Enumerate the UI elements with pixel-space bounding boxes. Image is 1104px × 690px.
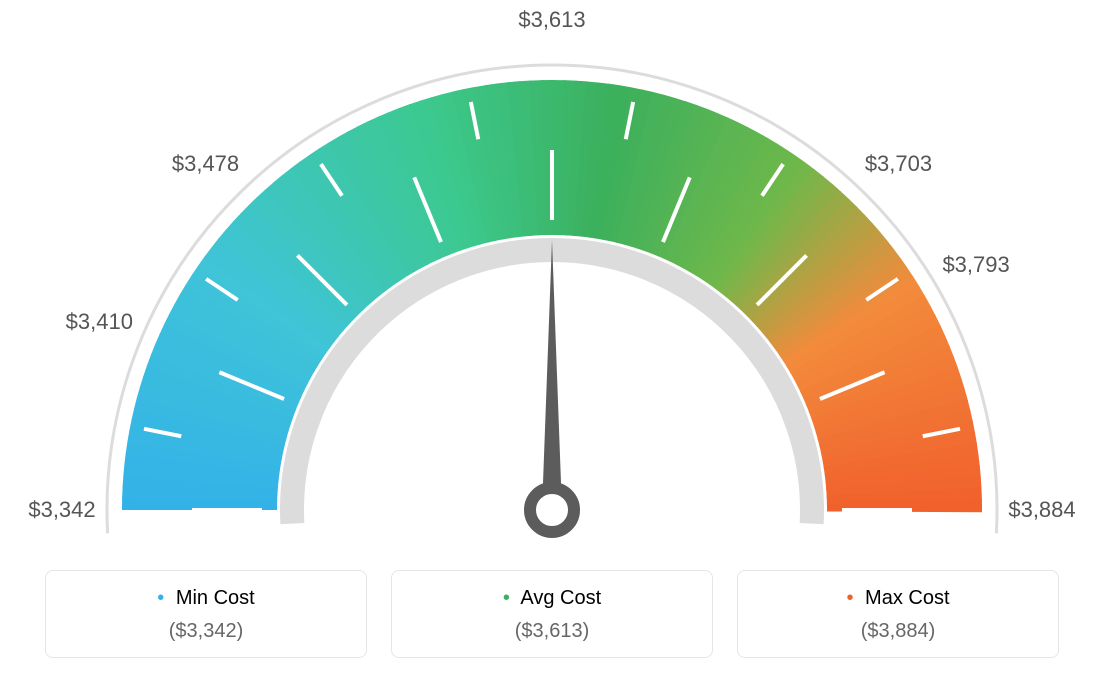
legend-title-avg: • Avg Cost	[392, 587, 712, 610]
gauge-svg	[0, 0, 1104, 560]
legend-label-min: Min Cost	[176, 587, 255, 609]
legend-card-max: • Max Cost ($3,884)	[737, 570, 1059, 658]
legend-dot-max: •	[846, 587, 853, 609]
gauge-tick-label: $3,703	[865, 151, 932, 177]
legend-value-max: ($3,884)	[738, 620, 1058, 643]
legend-dot-min: •	[157, 587, 164, 609]
legend: • Min Cost ($3,342) • Avg Cost ($3,613) …	[0, 570, 1104, 658]
legend-title-max: • Max Cost	[738, 587, 1058, 610]
legend-dot-avg: •	[503, 587, 510, 609]
legend-value-min: ($3,342)	[46, 620, 366, 643]
legend-title-min: • Min Cost	[46, 587, 366, 610]
gauge-tick-label: $3,793	[942, 252, 1009, 278]
gauge-tick-label: $3,884	[1008, 497, 1075, 523]
legend-card-min: • Min Cost ($3,342)	[45, 570, 367, 658]
gauge-tick-label: $3,342	[28, 497, 95, 523]
gauge-tick-label: $3,478	[172, 151, 239, 177]
legend-value-avg: ($3,613)	[392, 620, 712, 643]
gauge-tick-label: $3,410	[66, 309, 133, 335]
legend-label-avg: Avg Cost	[520, 587, 601, 609]
gauge-tick-label: $3,613	[518, 7, 585, 33]
legend-label-max: Max Cost	[865, 587, 949, 609]
legend-card-avg: • Avg Cost ($3,613)	[391, 570, 713, 658]
gauge-chart: $3,342 $3,410 $3,478 $3,613 $3,703 $3,793 $3,8…	[0, 0, 1104, 560]
